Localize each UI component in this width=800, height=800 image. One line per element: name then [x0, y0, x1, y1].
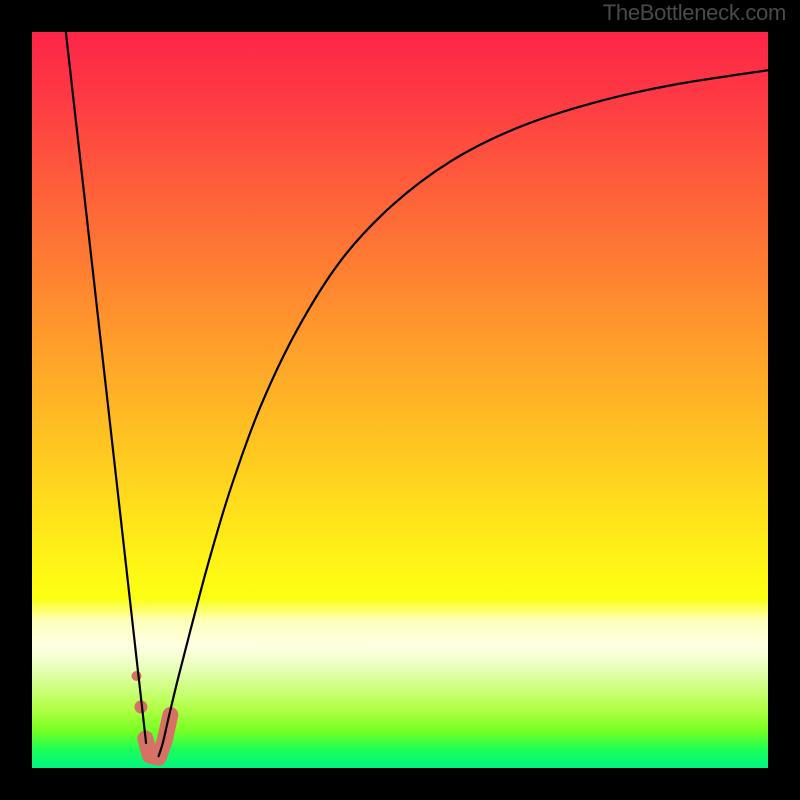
chart-svg [0, 0, 800, 800]
chart-container: TheBottleneck.com [0, 0, 800, 800]
plot-background [32, 32, 768, 768]
